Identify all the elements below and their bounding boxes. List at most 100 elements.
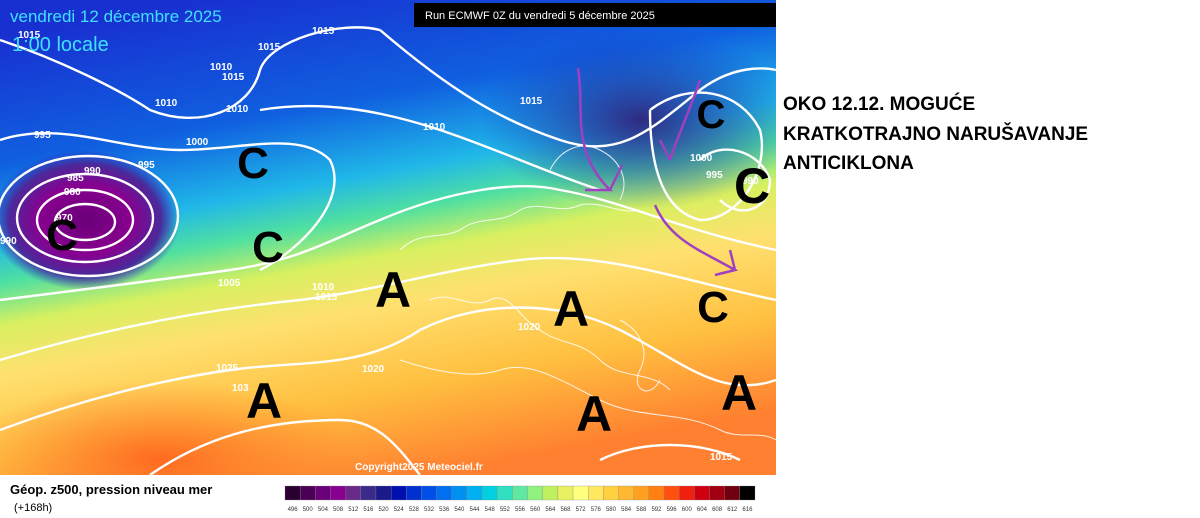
pressure-center: A	[576, 386, 612, 442]
isobar-label: 985	[67, 173, 84, 184]
pressure-center: A	[721, 365, 757, 421]
pressure-center: C	[734, 158, 770, 214]
isobar-label: 1015	[258, 42, 281, 53]
isobar-label: 1010	[210, 62, 233, 73]
colorbar-swatch	[390, 485, 407, 501]
isobar-label: 1010	[312, 282, 335, 293]
colorbar-swatch	[406, 485, 422, 501]
colorbar-swatch	[345, 485, 361, 501]
colorbar-label: 544	[470, 507, 481, 513]
colorbar-label: 520	[379, 507, 390, 513]
colorbar-swatch	[512, 485, 528, 501]
colorbar-swatch	[481, 485, 498, 501]
colorbar-label: 532	[424, 507, 435, 513]
annotation-line: KRATKOTRAJNO NARUŠAVANJE	[783, 123, 1088, 145]
colorbar-swatch	[588, 485, 604, 501]
isobar-label: 970	[56, 213, 73, 224]
lead-time: (+168h)	[14, 502, 52, 514]
isobars	[0, 26, 776, 475]
isobar-label: 1010	[226, 104, 249, 115]
map-area: 1015101510151010101510101010995100099599…	[0, 0, 776, 475]
pressure-center: C	[237, 139, 269, 188]
isobar-label: 1010	[155, 98, 178, 109]
colorbar-swatch	[527, 485, 543, 501]
isobar-label: 1015	[520, 96, 543, 107]
colorbar-swatch	[497, 485, 513, 501]
colorbar-swatch	[360, 485, 377, 501]
colorbar-swatch	[375, 485, 392, 501]
isobar-label: 980	[64, 187, 81, 198]
colorbar-swatch	[572, 485, 589, 501]
colorbar-swatch	[603, 485, 619, 501]
pressure-center: C	[697, 93, 726, 137]
colorbar-label: 552	[500, 507, 511, 513]
isobar-label: 1015	[222, 72, 245, 83]
colorbar-swatch	[679, 485, 695, 501]
colorbar-label: 548	[485, 507, 496, 513]
isobar-label: 1010	[423, 122, 446, 133]
colorbar-swatch	[300, 485, 316, 501]
pressure-center: A	[553, 281, 589, 337]
annotation: OKO 12.12. MOGUĆE KRATKOTRAJNO NARUŠAVAN…	[783, 93, 1088, 174]
isobar-label: 1000	[186, 137, 209, 148]
copyright: Copyright2025 Meteociel.fr	[355, 462, 483, 473]
isobar-label: 995	[138, 160, 155, 171]
warm-zone	[0, 380, 360, 475]
colorbar-label: 512	[348, 507, 359, 513]
isobar-label: 1015	[18, 30, 41, 41]
arrows	[576, 67, 739, 277]
colorbar-label: 584	[621, 507, 632, 513]
colorbar-label: 540	[454, 507, 465, 513]
colorbar-label: 500	[303, 507, 314, 513]
colorbar-label: 504	[318, 507, 329, 513]
colorbar-swatch	[421, 485, 437, 501]
isobar-label: 1005	[218, 278, 241, 289]
isobar-label: 1025	[216, 363, 239, 374]
colorbar-label: 524	[394, 507, 405, 513]
caption: Géop. z500, pression niveau mer	[10, 482, 212, 497]
colorbar-label: 560	[530, 507, 541, 513]
pressure-center: C	[46, 211, 78, 260]
isobar-label: 990	[0, 236, 17, 247]
colorbar-swatch	[694, 485, 710, 501]
colorbar-label: 536	[439, 507, 450, 513]
colorbar-label: 596	[667, 507, 678, 513]
map-date: vendredi 12 décembre 2025	[10, 7, 222, 26]
colorbar-swatch	[542, 485, 559, 501]
colorbar-swatch	[663, 485, 680, 501]
coastlines	[399, 145, 776, 441]
colorbar-label: 564	[545, 507, 556, 513]
isobar-label: 1015	[315, 292, 338, 303]
isobar-label: 1000	[690, 153, 713, 164]
colorbar-label: 600	[682, 507, 693, 513]
isobar-label: 1020	[362, 364, 385, 375]
colorbar-swatch	[557, 485, 574, 501]
pressure-center: C	[252, 223, 284, 272]
isobar-label: 990	[742, 176, 759, 187]
colorbar-label: 496	[288, 507, 299, 513]
colorbar-swatch	[618, 485, 634, 501]
isobar-labels: 1015101510151010101510101010995100099599…	[0, 26, 759, 463]
isobar-label: 995	[34, 130, 51, 141]
run-box	[414, 3, 776, 27]
colorbar-swatch	[724, 485, 740, 501]
colorbar-label: 556	[515, 507, 526, 513]
colorbar-swatch	[739, 485, 756, 501]
colorbar-label: 568	[560, 507, 571, 513]
annotation-line: ANTICIKLONA	[783, 153, 914, 174]
annotation-line: OKO 12.12. MOGUĆE	[783, 93, 975, 115]
isobar-label: 995	[706, 170, 723, 181]
pressure-center: A	[375, 262, 411, 318]
colorbar-label: 508	[333, 507, 344, 513]
colorbar-swatch	[436, 485, 452, 501]
colorbar-label: 516	[363, 507, 374, 513]
colorbar-swatch	[284, 485, 301, 501]
pressure-center: A	[246, 373, 282, 429]
colorbar-swatch	[466, 485, 483, 501]
isobar-label: 990	[84, 166, 101, 177]
colorbar-swatch	[648, 485, 665, 501]
colorbar-label: 608	[712, 507, 723, 513]
dark-zone	[480, 30, 776, 210]
colorbar-label: 612	[727, 507, 738, 513]
